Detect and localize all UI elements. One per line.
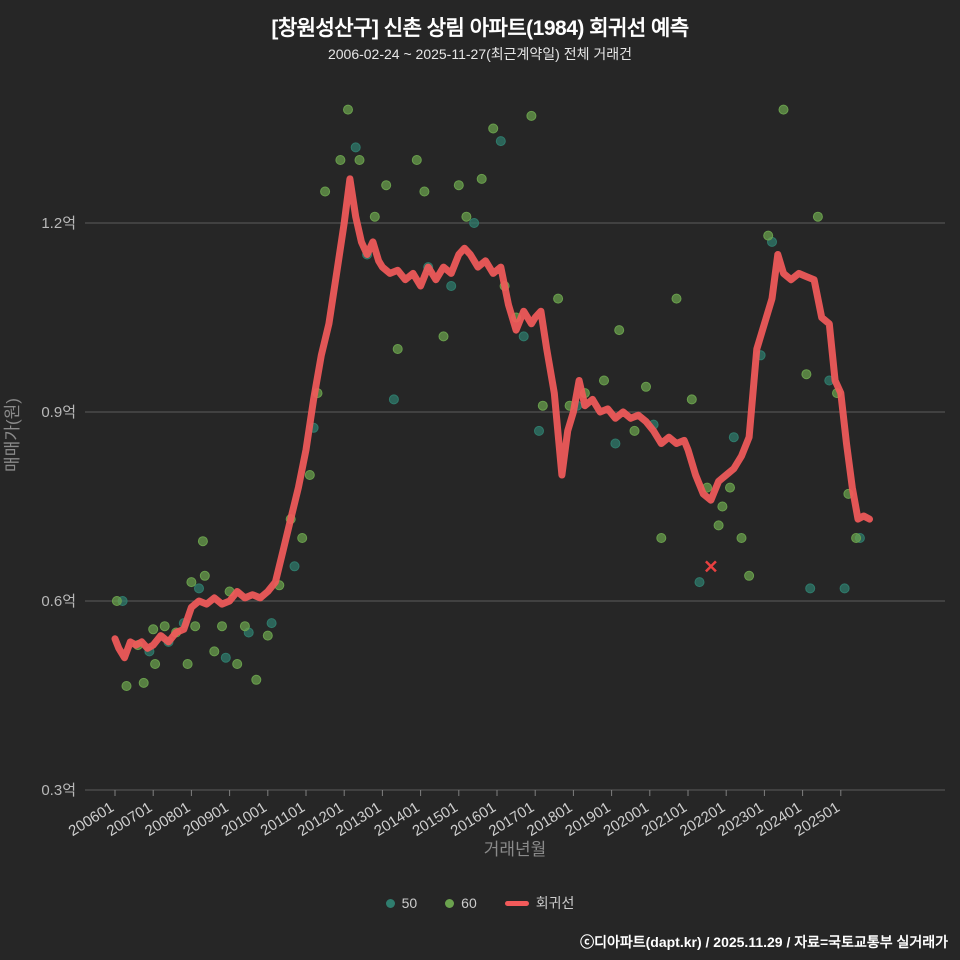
legend-label-regression: 회귀선 (535, 895, 575, 911)
legend-item-regression[interactable]: 회귀선 (504, 893, 575, 913)
svg-text:0.9억: 0.9억 (41, 404, 76, 421)
svg-text:1.2억: 1.2억 (41, 215, 76, 232)
svg-text:매매가(원): 매매가(원) (3, 398, 22, 472)
chart-legend: 50 60 회귀선 (0, 893, 960, 913)
svg-text:0.3억: 0.3억 (41, 782, 76, 799)
footer-credit: ⓒ디아파트(dapt.kr) / 2025.11.29 / 자료=국토교통부 실… (580, 934, 948, 950)
legend-label-60: 60 (461, 895, 477, 911)
series-50-marker-icon (385, 898, 395, 908)
regression-line-marker-icon (504, 900, 529, 906)
chart-subtitle: 2006-02-24 ~ 2025-11-27(최근계약일) 전체 거래건 (327, 46, 633, 62)
legend-item-50[interactable]: 50 (385, 895, 418, 911)
svg-text:거래년월: 거래년월 (484, 840, 547, 859)
series-60-marker-icon (445, 898, 455, 908)
legend-item-60[interactable]: 60 (445, 895, 477, 911)
legend-label-50: 50 (401, 895, 418, 911)
svg-text:0.6억: 0.6억 (41, 593, 76, 610)
chart-title: [창원성산구] 신촌 상림 아파트(1984) 회귀선 예측 (271, 17, 689, 40)
